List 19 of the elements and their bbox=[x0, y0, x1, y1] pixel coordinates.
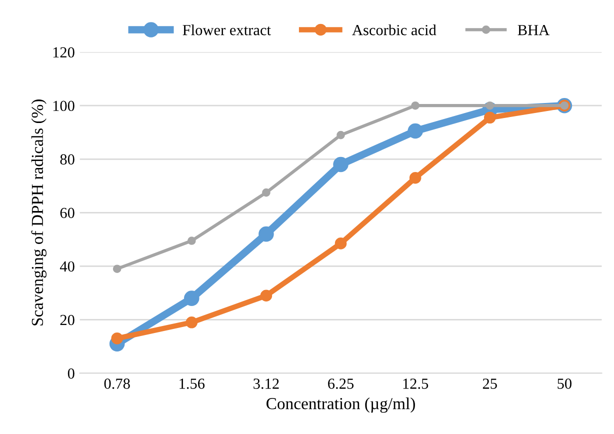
x-tick-label: 12.5 bbox=[403, 378, 428, 389]
y-tick-label: 0 bbox=[68, 368, 74, 379]
y-tick-label: 20 bbox=[60, 314, 74, 326]
y-tick-label: 80 bbox=[60, 154, 74, 165]
x-tick-label: 25 bbox=[482, 378, 497, 389]
x-tick-label: 3.12 bbox=[254, 378, 279, 389]
x-tick-label: 0.78 bbox=[104, 378, 130, 389]
x-axis-title: Concentration (µg/ml) bbox=[266, 398, 415, 413]
y-tick-label: 120 bbox=[53, 47, 74, 58]
y-axis-title: Scavenging of DPPH radicals (%) bbox=[31, 100, 46, 326]
legend-label: BHA bbox=[518, 24, 550, 36]
x-tick-label: 6.25 bbox=[328, 378, 354, 389]
x-tick-label: 50 bbox=[558, 378, 572, 389]
y-tick-label: 60 bbox=[60, 208, 74, 218]
y-tick-label: 100 bbox=[53, 100, 74, 112]
x-tick-label: 1.56 bbox=[180, 378, 205, 389]
legend-label: Ascorbic acid bbox=[352, 24, 436, 36]
legend-label: Flower extract bbox=[182, 24, 271, 36]
y-tick-label: 40 bbox=[60, 261, 74, 272]
